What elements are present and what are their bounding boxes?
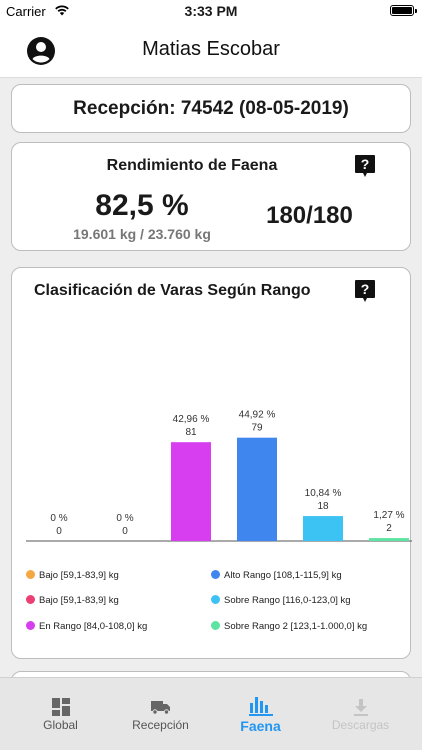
page-title: Matias Escobar	[142, 38, 280, 60]
tab-label: Global	[43, 718, 78, 732]
legend-item: Alto Rango [108,1-115,9] kg	[211, 570, 342, 581]
reception-card: Recepción: 74542 (08-05-2019)	[11, 84, 411, 133]
yield-title: Rendimiento de Faena	[106, 157, 278, 174]
bar-percent-label: 44,92 %	[239, 410, 276, 421]
legend-label: Sobre Rango 2 [123,1-1.000,0] kg	[224, 621, 368, 632]
bar-percent-label: 1,27 %	[373, 510, 404, 521]
tab-global[interactable]: Global	[8, 678, 113, 750]
bar-count-label: 18	[317, 501, 329, 512]
bar-count-label: 81	[185, 427, 197, 438]
tab-descargas[interactable]: Descargas	[308, 678, 413, 750]
download-icon	[350, 696, 372, 718]
legend-dot	[211, 570, 220, 579]
legend-dot	[26, 595, 35, 604]
reception-label: Recepción: 74542 (08-05-2019)	[73, 98, 349, 119]
yield-card: Rendimiento de Faena ? 82,5 % 19.601 kg …	[11, 142, 411, 251]
bar-percent-label: 42,96 %	[173, 414, 210, 425]
wifi-icon	[54, 4, 70, 19]
tab-faena[interactable]: Faena	[208, 678, 313, 750]
legend-label: En Rango [84,0-108,0] kg	[39, 621, 148, 632]
bar-count-label: 2	[386, 523, 392, 534]
battery-icon	[390, 5, 417, 16]
svg-text:?: ?	[361, 281, 370, 297]
chart-bar	[369, 538, 409, 541]
tab-label: Faena	[240, 718, 281, 734]
legend-dot	[211, 595, 220, 604]
classification-card: Clasificación de Varas Según Rango ? 0 %…	[11, 267, 412, 659]
chart-bar	[237, 437, 277, 541]
legend-label: Bajo [59,1-83,9] kg	[39, 570, 119, 581]
legend-item: En Rango [84,0-108,0] kg	[26, 621, 147, 632]
bar-count-label: 0	[122, 526, 128, 537]
bar-percent-label: 0 %	[116, 513, 133, 524]
carrier-label: Carrier	[6, 4, 46, 19]
tab-recepcion[interactable]: Recepción	[108, 678, 213, 750]
dashboard-icon	[50, 696, 72, 718]
truck-icon	[150, 696, 172, 718]
tab-bar: Global Recepción Faena Descargas	[0, 677, 422, 750]
tab-label: Recepción	[132, 718, 189, 732]
legend-dot	[211, 621, 220, 630]
legend-label: Alto Rango [108,1-115,9] kg	[224, 570, 342, 581]
status-bar: Carrier 3:33 PM	[0, 0, 422, 22]
legend-label: Bajo [59,1-83,9] kg	[39, 595, 119, 606]
tab-label: Descargas	[331, 718, 390, 732]
yield-count: 180/180	[266, 202, 353, 229]
classification-bar-chart: 0 % 0 0 % 0 42,96 % 81 44,92 % 79 10,84 % 18 1,27 …	[26, 410, 412, 542]
classification-title: Clasificación de Varas Según Rango	[34, 282, 311, 299]
chart-bar	[171, 442, 211, 541]
bar-count-label: 0	[56, 526, 62, 537]
help-icon[interactable]: ?	[354, 279, 376, 303]
bar-percent-label: 0 %	[50, 513, 67, 524]
bar-percent-label: 10,84 %	[305, 488, 342, 499]
yield-kg: 19.601 kg / 23.760 kg	[73, 226, 211, 242]
legend-item: Bajo [59,1-83,9] kg	[26, 595, 119, 606]
legend-item: Sobre Rango [116,0-123,0] kg	[211, 595, 351, 606]
yield-percent: 82,5 %	[95, 189, 189, 222]
app-header: Matias Escobar	[0, 22, 422, 78]
legend-item: Bajo [59,1-83,9] kg	[26, 570, 119, 581]
legend-item: Sobre Rango 2 [123,1-1.000,0] kg	[211, 621, 367, 632]
account-icon[interactable]	[26, 36, 56, 66]
legend-label: Sobre Rango [116,0-123,0] kg	[224, 595, 351, 606]
legend-dot	[26, 570, 35, 579]
clock: 3:33 PM	[184, 3, 238, 19]
bar-chart-icon	[248, 693, 274, 717]
chart-bar	[303, 516, 343, 541]
help-icon[interactable]: ?	[354, 154, 376, 178]
legend-dot	[26, 621, 35, 630]
svg-text:?: ?	[361, 156, 370, 172]
bar-count-label: 79	[251, 423, 263, 434]
